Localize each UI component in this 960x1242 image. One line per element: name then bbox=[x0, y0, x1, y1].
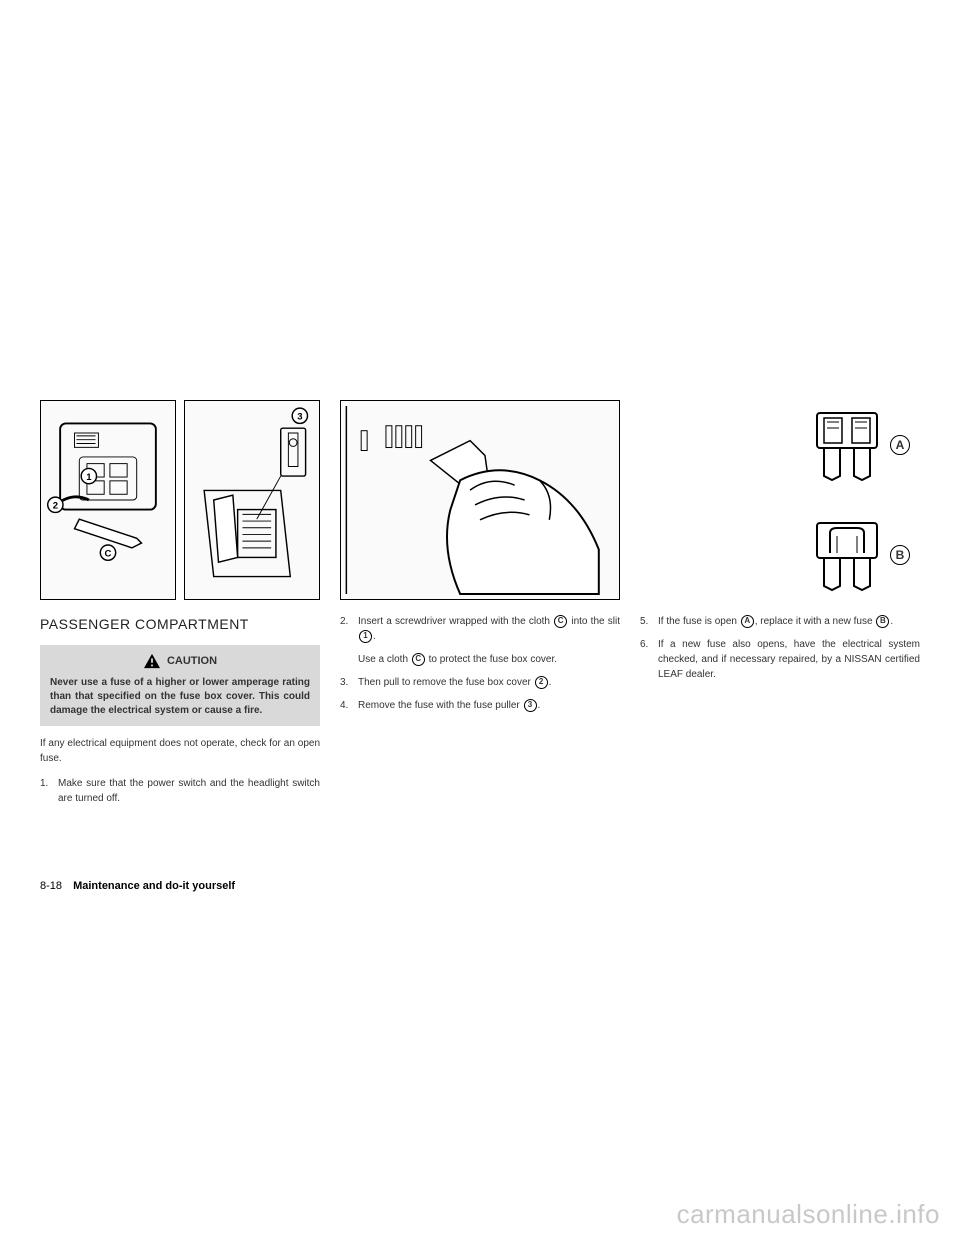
ref-c: C bbox=[554, 615, 567, 628]
step-number: 3. bbox=[340, 675, 358, 690]
section-title: Maintenance and do-it yourself bbox=[73, 880, 235, 892]
illustration-row-left: 1 2 C 3 bbox=[40, 400, 320, 600]
step-number: 6. bbox=[640, 637, 658, 682]
svg-text:C: C bbox=[105, 548, 112, 559]
step-text: Remove the fuse with the fuse puller 3. bbox=[358, 698, 620, 713]
caution-label: CAUTION bbox=[167, 653, 217, 670]
ref-c: C bbox=[412, 653, 425, 666]
watermark: carmanualsonline.info bbox=[677, 1199, 940, 1230]
page-footer: 8-18 Maintenance and do-it yourself bbox=[40, 880, 235, 892]
intro-text: If any electrical equipment does not ope… bbox=[40, 736, 320, 766]
fuse-a-row: A bbox=[812, 408, 910, 483]
step-4: 4. Remove the fuse with the fuse puller … bbox=[340, 698, 620, 713]
step-2-sub: Use a cloth C to protect the fuse box co… bbox=[358, 652, 620, 667]
column-3: A B 5. If the fuse is open A, replace it… bbox=[640, 400, 920, 814]
step-5: 5. If the fuse is open A, replace it wit… bbox=[640, 614, 920, 629]
svg-text:3: 3 bbox=[297, 412, 302, 423]
fuse-a-label: A bbox=[890, 435, 910, 455]
step-number: 1. bbox=[40, 776, 58, 806]
caution-header: CAUTION bbox=[50, 653, 310, 670]
caution-text: Never use a fuse of a higher or lower am… bbox=[50, 676, 310, 718]
illustration-fuses: A B bbox=[640, 400, 920, 600]
column-1: 1 2 C 3 bbox=[40, 400, 320, 814]
illustration-fusebox-location: 1 2 C bbox=[40, 400, 176, 600]
page-number: 8-18 bbox=[40, 880, 62, 892]
svg-text:1: 1 bbox=[86, 472, 92, 483]
caution-box: CAUTION Never use a fuse of a higher or … bbox=[40, 645, 320, 726]
step-number: 4. bbox=[340, 698, 358, 713]
ref-3: 3 bbox=[524, 699, 537, 712]
step-number: 5. bbox=[640, 614, 658, 629]
warning-icon bbox=[143, 653, 161, 669]
step-text: Then pull to remove the fuse box cover 2… bbox=[358, 675, 620, 690]
fuse-b-icon bbox=[812, 518, 882, 593]
ref-2: 2 bbox=[535, 676, 548, 689]
step-number: 2. bbox=[340, 614, 358, 644]
fuse-b-label: B bbox=[890, 545, 910, 565]
step-1: 1. Make sure that the power switch and t… bbox=[40, 776, 320, 806]
ref-1: 1 bbox=[359, 630, 372, 643]
step-6: 6. If a new fuse also opens, have the el… bbox=[640, 637, 920, 682]
fuse-a-icon bbox=[812, 408, 882, 483]
fuse-b-row: B bbox=[812, 518, 910, 593]
step-text: If a new fuse also opens, have the elect… bbox=[658, 637, 920, 682]
illustration-fusebox-open: 3 bbox=[184, 400, 320, 600]
step-text: Make sure that the power switch and the … bbox=[58, 776, 320, 806]
column-2: 2. Insert a screwdriver wrapped with the… bbox=[340, 400, 620, 814]
svg-text:2: 2 bbox=[53, 501, 58, 512]
ref-a: A bbox=[741, 615, 754, 628]
step-text: If the fuse is open A, replace it with a… bbox=[658, 614, 920, 629]
step-text: Insert a screwdriver wrapped with the cl… bbox=[358, 614, 620, 644]
step-3: 3. Then pull to remove the fuse box cove… bbox=[340, 675, 620, 690]
step-2: 2. Insert a screwdriver wrapped with the… bbox=[340, 614, 620, 644]
illustration-hand-fuse bbox=[340, 400, 620, 600]
section-heading: PASSENGER COMPARTMENT bbox=[40, 614, 320, 635]
ref-b: B bbox=[876, 615, 889, 628]
